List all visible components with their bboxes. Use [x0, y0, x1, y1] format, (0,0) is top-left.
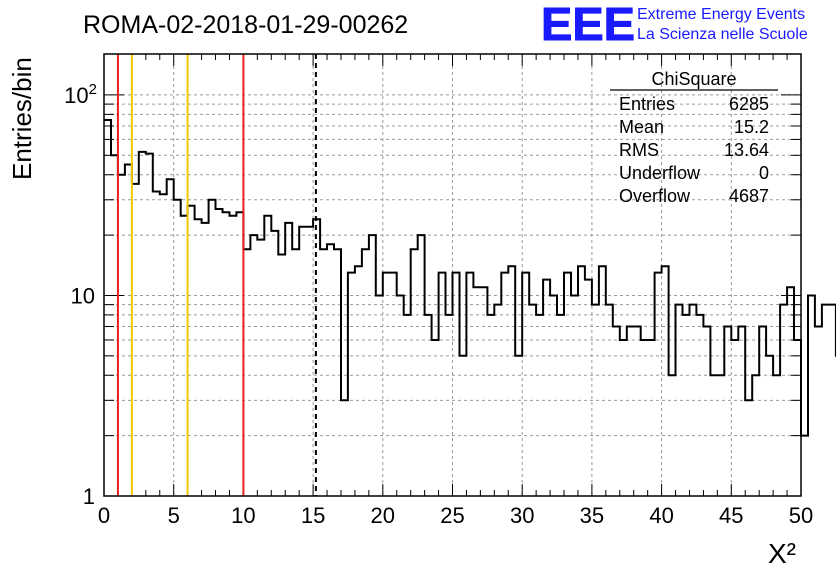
- stats-title: ChiSquare: [651, 69, 736, 89]
- stats-label: Overflow: [619, 186, 691, 206]
- y-tick-label: 1: [83, 484, 95, 509]
- y-tick-label: 10: [71, 283, 95, 308]
- stats-label: Underflow: [619, 163, 701, 183]
- x-tick-label: 25: [440, 503, 464, 528]
- logo-line-2: La Scienza nelle Scuole: [637, 26, 808, 43]
- y-axis-label: Entries/bin: [7, 57, 37, 180]
- x-tick-label: 30: [510, 503, 534, 528]
- stats-value: 0: [759, 163, 769, 183]
- x-tick-label: 0: [98, 503, 110, 528]
- stats-label: RMS: [619, 140, 659, 160]
- x-tick-label: 35: [580, 503, 604, 528]
- logo-mark: EEE: [541, 0, 635, 50]
- stats-rows: Entries 6285 Mean 15.2 RMS 13.64 Underflow 0 Ove…: [619, 94, 769, 206]
- stats-value: 13.64: [724, 140, 769, 160]
- x-tick-label: 45: [719, 503, 743, 528]
- stats-value: 15.2: [734, 117, 769, 137]
- y-tick-label: 102: [64, 81, 97, 108]
- stats-box: ChiSquare Entries 6285 Mean 15.2 RMS 13.64 Und…: [610, 69, 778, 206]
- x-axis-label: X²: [768, 538, 796, 569]
- stats-label: Mean: [619, 117, 664, 137]
- stats-label: Entries: [619, 94, 675, 114]
- histogram-line: [104, 119, 836, 437]
- plot-frame: [103, 53, 802, 497]
- threshold-lines: [116, 54, 317, 496]
- logo-line-1: Extreme Energy Events: [637, 6, 805, 23]
- x-tick-label: 50: [789, 503, 813, 528]
- eee-logo: EEE Extreme Energy Events La Scienza nel…: [541, 0, 808, 51]
- x-tick-label: 10: [231, 503, 255, 528]
- stats-value: 4687: [729, 186, 769, 206]
- x-tick-label: 5: [168, 503, 180, 528]
- x-tick-label: 20: [371, 503, 395, 528]
- x-tick-label: 40: [649, 503, 673, 528]
- run-title: ROMA-02-2018-01-29-00262: [83, 11, 408, 39]
- x-tick-label: 15: [301, 503, 325, 528]
- y-tick-labels: 1 10 102: [64, 81, 97, 509]
- stats-value: 6285: [729, 94, 769, 114]
- x-tick-labels: 0 5 10 15 20 25 30 35 40 45 50: [98, 503, 813, 528]
